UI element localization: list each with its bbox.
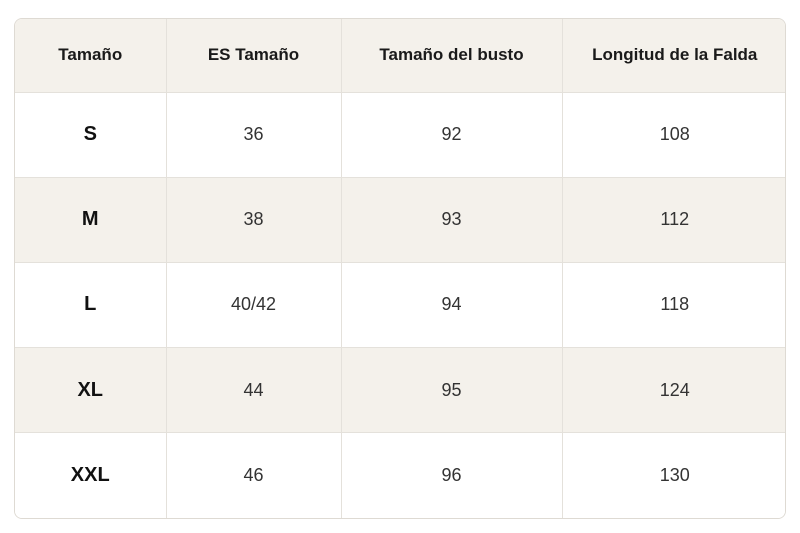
table-cell: 40/42: [166, 262, 342, 349]
size-label: M: [15, 177, 167, 263]
table-body: S 36 92 108 M 38 93 112 L 40/42 94 118 XL 44 95 124 XXL 4…: [15, 92, 785, 518]
table-row: M 38 93 112: [15, 177, 785, 263]
table-cell: 96: [341, 432, 563, 518]
table-cell: 46: [166, 432, 342, 518]
table-cell: 130: [659, 465, 690, 486]
header-cell: Tamaño: [15, 19, 167, 93]
size-label: XL: [15, 347, 167, 434]
table-cell: 93: [341, 177, 563, 263]
table-cell: 124: [562, 347, 785, 434]
table-cell: 44: [166, 347, 342, 434]
table-row: XL 44 95 124: [15, 347, 785, 434]
table-cell: 108: [562, 92, 785, 178]
table-cell: 95: [341, 347, 563, 434]
header-cell: ES Tamaño: [166, 19, 342, 93]
table-cell: 118: [562, 262, 785, 349]
table-row: XXL 46 96 130: [15, 432, 785, 518]
size-label: L: [15, 262, 167, 349]
table-cell: 112: [562, 177, 785, 263]
table-cell: 92: [341, 92, 563, 178]
size-table: Tamaño ES Tamaño Tamaño del busto Longitud …: [15, 19, 785, 518]
header-row: Tamaño ES Tamaño Tamaño del busto Longitud …: [15, 19, 785, 93]
table-cell: 38: [166, 177, 342, 263]
size-label: S: [15, 92, 167, 178]
table-cell: 94: [341, 262, 563, 349]
table-cell: 36: [166, 92, 342, 178]
table-row: L 40/42 94 118: [15, 262, 785, 349]
header-cell: Tamaño del busto: [341, 19, 563, 93]
size-table-frame: Tamaño ES Tamaño Tamaño del busto Longitud …: [14, 18, 786, 519]
size-label: XXL: [15, 432, 167, 518]
header-cell: Longitud de la Falda: [562, 19, 785, 93]
table-header: Tamaño ES Tamaño Tamaño del busto Longitud …: [15, 19, 785, 93]
table-row: S 36 92 108: [15, 92, 785, 178]
